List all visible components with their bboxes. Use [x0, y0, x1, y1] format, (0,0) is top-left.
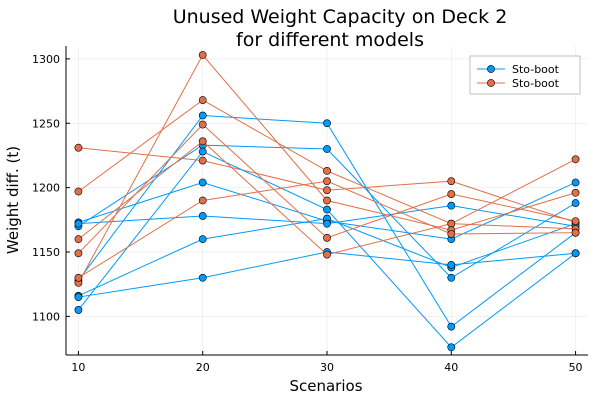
data-point: [198, 137, 207, 146]
data-point: [198, 120, 207, 129]
data-point: [447, 322, 456, 331]
data-point: [571, 217, 580, 225]
y-tick-label: 1250: [32, 117, 60, 130]
data-point: [198, 178, 207, 187]
data-point: [198, 212, 207, 220]
data-point: [198, 111, 207, 120]
data-point: [74, 306, 83, 314]
data-point: [323, 177, 331, 186]
legend-entry: Sto-boot: [512, 63, 560, 76]
series: [74, 51, 580, 287]
x-tick-label: 30: [320, 361, 334, 374]
data-point: [198, 147, 207, 156]
data-point: [447, 201, 456, 210]
data-point: [447, 260, 456, 269]
data-point: [447, 230, 456, 238]
data-point: [571, 199, 580, 207]
data-point: [571, 249, 580, 258]
data-point: [74, 143, 83, 152]
y-tick-label: 1150: [32, 246, 60, 259]
data-point: [571, 188, 580, 197]
data-point: [74, 235, 83, 244]
data-point: [447, 343, 456, 352]
x-tick-label: 50: [569, 361, 583, 374]
legend-box: [469, 55, 581, 95]
legend-marker: [487, 65, 495, 73]
data-point: [323, 250, 331, 259]
data-point: [323, 219, 331, 228]
data-point: [323, 119, 331, 128]
data-point: [74, 273, 83, 282]
data-point: [447, 219, 456, 228]
data-point: [323, 233, 331, 242]
data-point: [198, 235, 207, 244]
data-point: [571, 228, 580, 237]
x-tick-label: 10: [71, 361, 85, 374]
data-point: [198, 273, 207, 282]
data-point: [198, 196, 207, 205]
y-tick-label: 1200: [32, 182, 60, 195]
data-point: [447, 190, 456, 198]
data-point: [198, 96, 207, 104]
data-point: [323, 186, 331, 195]
data-point: [323, 196, 331, 205]
legend-marker: [487, 79, 495, 87]
axes: 10 20 30 40 50 1100 1150 1200 1250 1300: [32, 46, 588, 374]
data-point: [323, 205, 331, 214]
data-point: [323, 166, 331, 175]
x-tick-label: 20: [196, 361, 210, 374]
y-tick-label: 1300: [32, 53, 60, 66]
series-layer: [74, 51, 580, 352]
chart-title-line-1: Unused Weight Capacity on Deck 2: [173, 6, 508, 28]
chart-title-line-2: for different models: [236, 29, 424, 51]
series: [74, 177, 580, 282]
data-point: [74, 249, 83, 258]
data-point: [323, 145, 331, 153]
data-point: [74, 187, 83, 196]
data-point: [74, 219, 83, 228]
data-point: [198, 51, 207, 59]
y-tick-label: 1100: [32, 310, 60, 323]
legend-entry: Sto-boot: [512, 77, 560, 90]
data-point: [74, 293, 83, 301]
x-axis-label: Scenarios: [289, 377, 362, 395]
title: Unused Weight Capacity on Deck 2 for dif…: [173, 6, 508, 51]
data-point: [447, 177, 456, 186]
y-axis-label: Weight diff. (t): [4, 146, 22, 254]
data-point: [571, 178, 580, 187]
data-point: [198, 156, 207, 165]
data-point: [447, 273, 456, 282]
series: [74, 120, 580, 258]
data-point: [571, 155, 580, 164]
x-tick-label: 40: [444, 361, 458, 374]
